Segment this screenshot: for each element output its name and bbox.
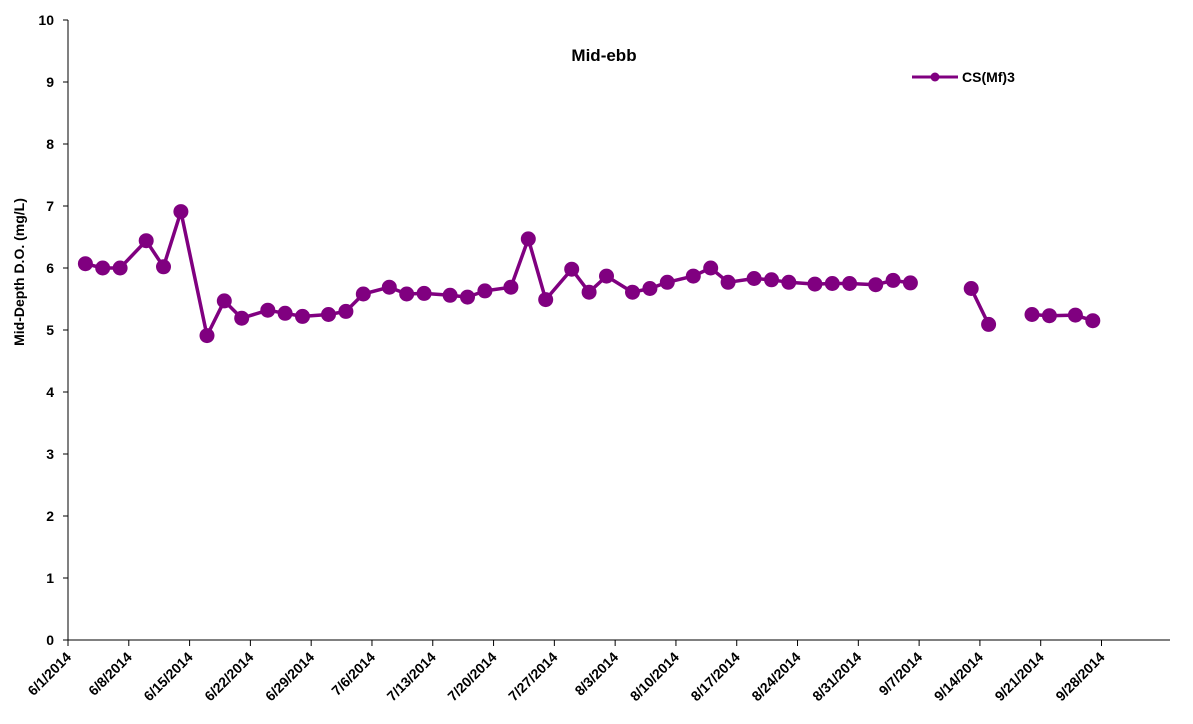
y-tick-label: 8 — [46, 136, 54, 152]
data-point — [868, 277, 884, 293]
y-tick-label: 1 — [46, 570, 54, 586]
data-point — [824, 276, 840, 291]
data-point — [581, 284, 597, 300]
data-point — [234, 310, 250, 326]
y-tick-label: 9 — [46, 74, 54, 90]
data-point — [807, 276, 823, 292]
x-tick-label: 9/7/2014 — [875, 649, 925, 699]
legend: CS(Mf)3 — [912, 69, 1015, 85]
data-point — [659, 274, 675, 290]
legend-marker — [930, 72, 940, 82]
x-tick-label: 8/24/2014 — [748, 649, 804, 705]
legend-label: CS(Mf)3 — [962, 69, 1015, 85]
data-point — [156, 259, 171, 275]
data-point — [1067, 307, 1083, 323]
x-tick-label: 9/14/2014 — [931, 649, 987, 705]
data-point — [260, 302, 276, 318]
x-tick-label: 8/3/2014 — [571, 649, 621, 699]
y-tick-label: 6 — [46, 260, 54, 276]
data-point — [338, 303, 354, 319]
data-point — [599, 268, 614, 284]
chart-title: Mid-ebb — [571, 46, 636, 65]
y-tick-label: 0 — [46, 632, 54, 648]
data-point — [625, 284, 640, 300]
data-point — [963, 281, 979, 296]
data-point — [781, 274, 797, 290]
series-group — [77, 204, 1101, 344]
data-point — [295, 308, 310, 324]
data-point — [277, 305, 293, 321]
x-tick-label: 7/27/2014 — [505, 649, 561, 705]
data-point — [112, 260, 128, 276]
x-tick-label: 7/20/2014 — [444, 649, 500, 705]
data-point — [1085, 313, 1101, 329]
y-tick-label: 2 — [46, 508, 54, 524]
data-point — [520, 231, 536, 247]
data-point — [746, 271, 762, 286]
data-point — [95, 260, 111, 276]
x-tick-label: 6/22/2014 — [201, 649, 257, 705]
x-tick-label: 9/28/2014 — [1052, 649, 1108, 705]
x-tick-label: 7/13/2014 — [384, 649, 440, 705]
data-point — [460, 289, 475, 305]
data-point — [885, 272, 901, 288]
data-point — [981, 316, 997, 332]
data-point — [764, 272, 779, 288]
data-point — [902, 275, 918, 291]
x-tick-label: 8/17/2014 — [687, 649, 743, 705]
series-line — [84, 209, 911, 338]
x-tick-label: 9/21/2014 — [991, 649, 1047, 705]
y-tick-label: 4 — [46, 384, 54, 400]
data-point — [442, 287, 458, 303]
data-point — [703, 260, 719, 276]
x-tick-label: 6/15/2014 — [140, 649, 196, 705]
data-point — [199, 328, 215, 344]
data-point — [77, 256, 93, 272]
x-tick-label: 8/10/2014 — [627, 649, 683, 705]
data-point — [216, 293, 232, 309]
data-point — [381, 279, 397, 295]
data-point — [138, 233, 154, 249]
data-point — [503, 279, 519, 295]
data-point — [685, 268, 701, 284]
y-tick-label: 3 — [46, 446, 54, 462]
data-point — [355, 286, 371, 302]
data-point — [321, 307, 336, 322]
data-point — [1024, 307, 1040, 322]
data-point — [720, 274, 736, 290]
data-point — [399, 286, 415, 302]
x-tick-label: 7/6/2014 — [328, 649, 378, 699]
x-tick-label: 6/1/2014 — [24, 649, 74, 699]
data-point — [538, 292, 554, 308]
y-axis-label: Mid-Depth D.O. (mg/L) — [11, 198, 27, 346]
x-tick-label: 8/31/2014 — [809, 649, 865, 705]
data-point — [1041, 308, 1057, 324]
x-tick-label: 6/8/2014 — [85, 649, 135, 699]
data-point — [642, 281, 658, 296]
y-tick-label: 5 — [46, 322, 54, 338]
x-tick-label: 6/29/2014 — [262, 649, 318, 705]
data-point — [842, 276, 858, 291]
y-tick-label: 10 — [38, 12, 54, 28]
series-line — [1031, 312, 1094, 323]
data-point — [477, 283, 493, 299]
data-point — [173, 204, 189, 220]
y-tick-label: 7 — [46, 198, 54, 214]
data-point — [416, 285, 432, 301]
data-point — [564, 261, 580, 277]
